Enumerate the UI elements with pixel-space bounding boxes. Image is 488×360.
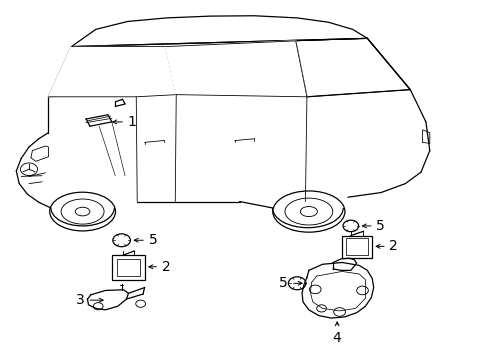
Text: 5: 5 xyxy=(148,233,157,247)
Polygon shape xyxy=(48,46,176,97)
Bar xyxy=(117,259,140,276)
Text: 5: 5 xyxy=(375,219,384,233)
Text: 4: 4 xyxy=(332,330,341,345)
Text: 2: 2 xyxy=(161,260,170,274)
Text: 5: 5 xyxy=(278,276,287,290)
Text: 3: 3 xyxy=(76,293,84,307)
Bar xyxy=(341,235,371,258)
Polygon shape xyxy=(165,41,306,97)
Text: 1: 1 xyxy=(127,115,136,129)
Bar xyxy=(345,238,367,255)
Text: 2: 2 xyxy=(388,239,397,253)
